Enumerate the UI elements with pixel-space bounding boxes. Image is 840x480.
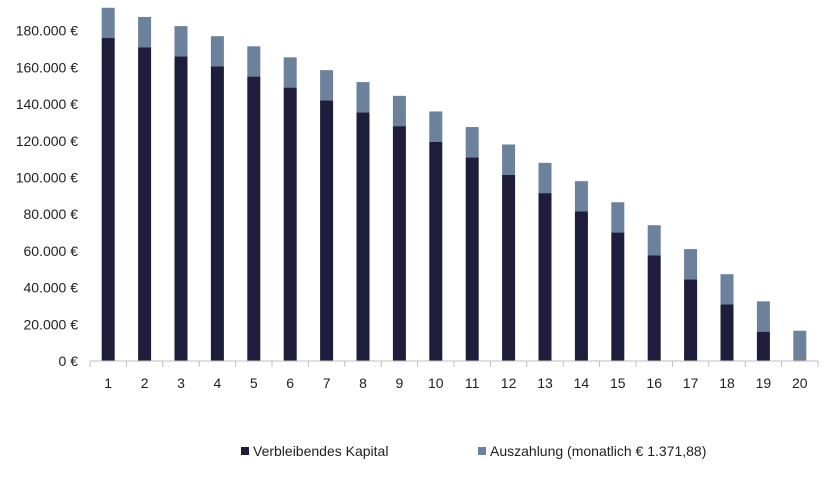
y-tick-label: 120.000 € bbox=[16, 133, 78, 149]
bar-auszahlung-16 bbox=[647, 225, 661, 256]
y-tick-label: 160.000 € bbox=[16, 59, 78, 75]
x-tick-label: 17 bbox=[683, 375, 699, 391]
bar-verbleibendes-kapital-2 bbox=[138, 47, 152, 362]
y-tick-label: 180.000 € bbox=[16, 23, 78, 39]
bar-auszahlung-7 bbox=[320, 70, 334, 101]
bar-auszahlung-11 bbox=[465, 127, 479, 158]
bar-verbleibendes-kapital-16 bbox=[647, 255, 661, 361]
x-tick-label: 8 bbox=[359, 375, 367, 391]
bar-auszahlung-3 bbox=[174, 26, 188, 57]
y-axis-ticks: 0 € 20.000 € 40.000 € 60.000 € 80.000 € 100.0… bbox=[16, 23, 79, 369]
bar-verbleibendes-kapital-18 bbox=[720, 304, 734, 361]
bar-auszahlung-1 bbox=[101, 7, 115, 39]
legend-item-auszahlung[interactable]: Auszahlung (monatlich € 1.371,88) bbox=[478, 443, 706, 459]
bar-verbleibendes-kapital-8 bbox=[356, 112, 370, 361]
bar-verbleibendes-kapital-1 bbox=[101, 38, 115, 361]
x-tick-label: 5 bbox=[250, 375, 258, 391]
y-tick-label: 40.000 € bbox=[24, 280, 79, 296]
x-tick-label: 11 bbox=[465, 375, 480, 391]
bar-auszahlung-19 bbox=[756, 301, 770, 332]
bar-verbleibendes-kapital-5 bbox=[247, 76, 261, 361]
legend-label-auszahlung: Auszahlung (monatlich € 1.371,88) bbox=[490, 443, 706, 459]
bar-auszahlung-5 bbox=[247, 46, 261, 77]
x-tick-label: 18 bbox=[719, 375, 735, 391]
bar-auszahlung-14 bbox=[574, 181, 588, 212]
x-tick-label: 12 bbox=[501, 375, 517, 391]
x-tick-label: 4 bbox=[214, 375, 222, 391]
bar-verbleibendes-kapital-9 bbox=[392, 126, 406, 362]
bar-verbleibendes-kapital-13 bbox=[538, 193, 552, 361]
x-tick-label: 9 bbox=[396, 375, 404, 391]
x-tick-label: 19 bbox=[756, 375, 772, 391]
legend-swatch-auszahlung bbox=[478, 447, 486, 455]
bar-verbleibendes-kapital-19 bbox=[756, 331, 770, 361]
bar-auszahlung-6 bbox=[283, 57, 297, 88]
x-tick-label: 14 bbox=[574, 375, 590, 391]
bar-auszahlung-15 bbox=[611, 202, 625, 233]
bar-verbleibendes-kapital-12 bbox=[502, 174, 516, 361]
bar-auszahlung-18 bbox=[720, 274, 734, 305]
x-tick-label: 1 bbox=[104, 375, 112, 391]
x-axis-ticks: 1 2 3 4 5 6 7 8 9 10 11 12 13 14 15 16 17 18 19 20 bbox=[89, 361, 819, 391]
bar-verbleibendes-kapital-3 bbox=[174, 56, 188, 361]
y-tick-label: 60.000 € bbox=[24, 243, 79, 259]
x-tick-label: 16 bbox=[646, 375, 662, 391]
x-tick-label: 20 bbox=[792, 375, 808, 391]
bars-group bbox=[101, 7, 807, 362]
bar-auszahlung-2 bbox=[138, 16, 152, 48]
bar-auszahlung-10 bbox=[429, 111, 443, 142]
x-tick-label: 6 bbox=[286, 375, 294, 391]
legend: Verbleibendes Kapital Auszahlung (monatl… bbox=[241, 443, 706, 459]
y-tick-label: 140.000 € bbox=[16, 96, 78, 112]
x-tick-label: 13 bbox=[537, 375, 553, 391]
y-tick-label: 80.000 € bbox=[24, 206, 79, 222]
legend-label-verbleibendes-kapital: Verbleibendes Kapital bbox=[253, 443, 388, 459]
bar-verbleibendes-kapital-10 bbox=[429, 141, 443, 361]
x-tick-label: 7 bbox=[323, 375, 331, 391]
bar-verbleibendes-kapital-7 bbox=[320, 100, 334, 362]
bar-verbleibendes-kapital-11 bbox=[465, 157, 479, 361]
bar-verbleibendes-kapital-6 bbox=[283, 87, 297, 361]
legend-swatch-verbleibendes-kapital bbox=[241, 447, 249, 455]
y-tick-label: 0 € bbox=[59, 353, 79, 369]
y-tick-label: 20.000 € bbox=[24, 316, 79, 332]
x-tick-label: 15 bbox=[610, 375, 626, 391]
bar-verbleibendes-kapital-4 bbox=[210, 66, 224, 361]
bar-verbleibendes-kapital-14 bbox=[574, 211, 588, 361]
bar-verbleibendes-kapital-17 bbox=[684, 279, 698, 361]
bar-verbleibendes-kapital-15 bbox=[611, 232, 625, 361]
x-tick-label: 10 bbox=[428, 375, 444, 391]
legend-item-verbleibendes-kapital[interactable]: Verbleibendes Kapital bbox=[241, 443, 388, 459]
bar-auszahlung-12 bbox=[502, 144, 516, 175]
bar-auszahlung-9 bbox=[392, 95, 406, 127]
bar-auszahlung-13 bbox=[538, 162, 552, 194]
bar-auszahlung-20 bbox=[793, 330, 807, 361]
bar-auszahlung-8 bbox=[356, 82, 370, 113]
y-tick-label: 100.000 € bbox=[16, 170, 78, 186]
bar-auszahlung-4 bbox=[210, 36, 224, 67]
bar-auszahlung-17 bbox=[684, 249, 698, 280]
x-tick-label: 3 bbox=[177, 375, 185, 391]
x-tick-label: 2 bbox=[141, 375, 149, 391]
